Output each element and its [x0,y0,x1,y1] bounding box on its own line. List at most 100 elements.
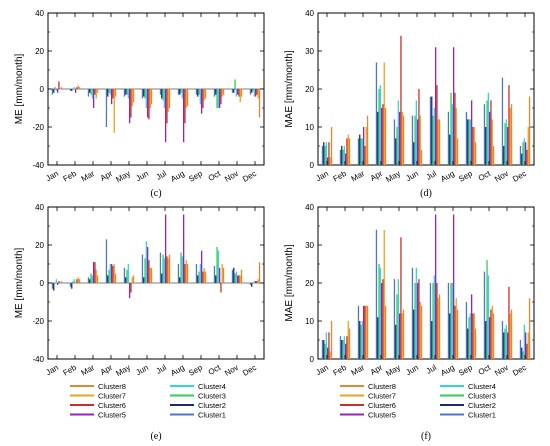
month-label: Feb [62,363,79,378]
month-label: May [114,169,132,184]
bar-cluster3 [486,260,488,359]
bar-cluster1 [519,340,522,359]
y-tick-label: 30 [305,241,314,250]
bar-cluster3 [450,92,452,165]
bar-cluster3 [126,89,128,95]
bar-cluster4 [523,138,525,165]
bar-cluster3 [414,115,416,165]
bar-cluster2 [161,89,163,99]
bar-cluster8 [258,89,261,118]
bar-cluster2 [179,89,181,95]
bar-cluster1 [177,264,180,283]
y-tick-label: -20 [32,123,44,132]
bar-cluster2 [107,89,109,97]
bar-cluster2 [53,283,55,291]
bar-cluster4 [397,100,399,165]
bar-cluster6 [112,265,114,283]
bar-cluster6 [76,87,78,89]
bar-cluster7 [77,277,79,283]
month-label: Apr [99,363,115,377]
bar-cluster4 [91,275,93,283]
bar-cluster8 [132,89,135,103]
month-label: Feb [332,363,349,378]
bar-cluster5 [489,111,491,165]
month-label: Oct [207,363,223,377]
bar-cluster4 [451,283,453,359]
bar-cluster1 [87,277,90,283]
bar-cluster5 [399,111,401,165]
bar-cluster2 [71,283,73,289]
month-label: Nov [223,363,240,378]
bar-cluster7 [203,89,205,101]
bar-cluster1 [429,96,432,165]
bar-cluster2 [449,313,451,359]
month-label: Nov [493,363,510,378]
bar-cluster8 [60,87,63,89]
bar-cluster4 [469,313,471,359]
bar-cluster7 [131,89,133,107]
bar-cluster4 [415,267,417,359]
bar-cluster6 [220,89,222,105]
month-label: Mar [350,169,367,184]
bar-cluster3 [396,294,398,359]
bar-cluster3 [486,100,488,165]
bar-cluster2 [359,134,361,165]
bar-cluster4 [217,89,219,108]
bar-cluster7 [221,89,223,97]
bar-cluster6 [364,146,366,165]
bar-cluster8 [114,89,117,97]
bar-cluster8 [96,275,99,283]
legend-label-cluster4: Cluster4 [198,382,226,391]
bar-cluster5 [327,157,329,165]
bar-cluster4 [235,271,237,283]
bar-cluster2 [503,146,505,165]
bar-cluster2 [521,347,523,359]
bar-cluster7 [419,302,421,359]
y-tick-label: 20 [305,279,314,288]
bar-cluster1 [519,146,522,165]
bar-cluster5 [453,214,455,359]
bar-cluster2 [215,275,217,283]
bar-cluster8 [528,298,531,359]
bar-cluster8 [204,271,207,283]
bar-cluster1 [393,279,396,359]
bar-cluster3 [90,273,92,283]
bar-cluster5 [471,100,473,165]
bar-cluster1 [429,283,432,359]
bar-cluster7 [527,332,529,359]
bar-cluster2 [107,275,109,283]
bar-cluster8 [474,142,477,165]
bar-cluster4 [343,336,345,359]
bar-cluster7 [185,89,187,108]
bar-cluster5 [489,317,491,359]
month-label: May [114,363,132,378]
bar-cluster8 [402,309,405,359]
bar-cluster4 [343,146,345,165]
bar-cluster5 [525,332,527,359]
month-label: Feb [332,169,349,184]
bar-cluster4 [163,258,165,283]
bar-cluster2 [413,309,415,359]
y-tick-label: 0 [40,85,45,94]
bar-cluster6 [490,309,492,359]
bar-cluster8 [474,328,477,359]
bar-cluster7 [419,115,421,165]
bar-cluster1 [123,267,126,283]
bar-cluster7 [347,134,349,165]
bar-cluster6 [400,237,402,359]
bar-cluster3 [522,351,524,359]
legend-label-cluster5: Cluster5 [368,410,396,419]
bar-cluster8 [222,267,225,283]
bar-cluster2 [233,267,235,283]
bar-cluster4 [181,256,183,283]
legend-label-cluster7: Cluster7 [368,391,396,400]
bar-cluster8 [222,89,225,95]
bar-cluster1 [87,89,90,97]
month-label: Jul [425,169,439,182]
bar-cluster8 [456,138,459,165]
month-label: Jan [314,363,330,377]
bar-cluster8 [186,264,189,283]
bar-cluster4 [451,104,453,165]
